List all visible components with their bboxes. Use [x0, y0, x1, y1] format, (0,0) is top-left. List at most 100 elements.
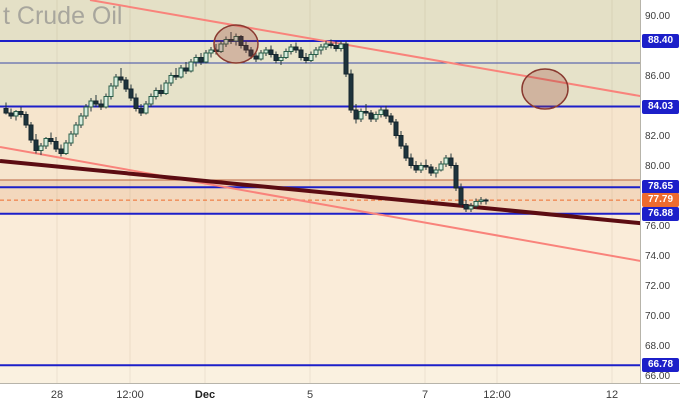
candle-body	[243, 45, 249, 51]
price-axis-label: 74.00	[645, 251, 671, 262]
ellipse-drawing[interactable]	[521, 68, 569, 110]
candle-body	[88, 100, 94, 108]
candle-body	[288, 46, 294, 52]
candle-body	[8, 112, 14, 117]
candle-body	[128, 88, 134, 99]
candle-body	[473, 201, 479, 207]
time-axis-label: 7	[421, 389, 429, 401]
symbol-watermark: t Crude Oil	[3, 2, 122, 30]
candle-body	[373, 114, 379, 120]
candle-body	[378, 109, 384, 115]
candle-body	[438, 163, 444, 171]
trendline-drawing[interactable]	[89, 0, 640, 103]
trendline-drawing[interactable]	[0, 146, 640, 268]
chart-pane[interactable]: t Crude Oil	[0, 0, 640, 383]
candle-body	[358, 111, 364, 120]
candle-body	[448, 157, 454, 166]
price-axis-label: 68.00	[645, 341, 671, 352]
candle-body	[118, 76, 124, 81]
candle-body	[273, 54, 279, 61]
price-axis-label: 82.00	[645, 131, 671, 142]
time-axis[interactable]: 28 12:00 Dec 5 7 12:00 12	[0, 383, 680, 406]
time-axis-label: 12:00	[483, 389, 511, 401]
candle-body	[458, 187, 464, 205]
candle-body	[103, 96, 109, 108]
candle-body	[13, 111, 19, 117]
candle-body	[253, 55, 259, 60]
time-axis-label: 28	[50, 389, 64, 401]
candle-body	[178, 67, 184, 78]
candle-body	[138, 108, 144, 114]
chart-foreground-layer	[0, 0, 640, 367]
candle-body	[308, 54, 314, 61]
candle-body	[268, 49, 274, 55]
candle-body	[38, 145, 44, 151]
background-zone	[0, 180, 640, 187]
candle-body	[483, 199, 489, 202]
candle-body	[418, 165, 424, 171]
candle-body	[258, 52, 264, 60]
candle-body	[478, 199, 484, 202]
candle-body	[53, 141, 59, 150]
candle-body	[343, 43, 349, 75]
candle-body	[278, 57, 284, 61]
candle-body	[433, 169, 439, 174]
candle-body	[453, 165, 459, 189]
candle-body	[443, 157, 449, 165]
price-axis[interactable]: 90.00 86.00 82.00 80.00 76.00 74.00 72.00 70.00…	[640, 0, 680, 383]
candle-body	[323, 43, 329, 48]
candle-body	[18, 111, 24, 115]
background-zone	[0, 106, 640, 180]
candle-body	[423, 165, 429, 168]
price-axis-label: 72.00	[645, 281, 671, 292]
candle-body	[293, 46, 299, 51]
time-axis-label: 5	[306, 389, 314, 401]
candle-body	[353, 109, 359, 120]
price-badge: 84.03	[642, 99, 679, 114]
candle-body	[193, 57, 199, 63]
candle-body	[428, 166, 434, 174]
candle-body	[198, 57, 204, 63]
candle-body	[163, 82, 169, 94]
candle-body	[468, 205, 474, 210]
candle-body	[153, 90, 159, 97]
candle-body	[58, 148, 64, 154]
price-badge: 78.65	[642, 180, 679, 195]
candle-body	[83, 106, 89, 117]
background-zone	[0, 41, 640, 63]
price-axis-label: 90.00	[645, 11, 671, 22]
price-axis-label: 80.00	[645, 161, 671, 172]
candle-body	[188, 61, 194, 72]
price-axis-label: 76.00	[645, 221, 671, 232]
candle-body	[238, 36, 244, 46]
time-axis-label: 12	[605, 389, 619, 401]
candle-body	[368, 112, 374, 120]
ellipse-drawing[interactable]	[213, 24, 259, 64]
candle-body	[338, 43, 344, 49]
candle-body	[313, 49, 319, 55]
candle-body	[173, 75, 179, 78]
price-axis-label: 86.00	[645, 71, 671, 82]
candle-body	[28, 124, 34, 141]
candle-body	[168, 75, 174, 84]
candle-body	[398, 135, 404, 147]
candle-body	[263, 49, 269, 54]
candle-body	[393, 121, 399, 136]
trendline-drawing[interactable]	[0, 159, 640, 227]
candle-body	[68, 133, 74, 144]
candle-body	[3, 108, 9, 114]
candle-body	[183, 67, 189, 72]
candle-body	[403, 145, 409, 159]
price-badge: 76.88	[642, 206, 679, 221]
candle-body	[133, 97, 139, 109]
candle-body	[363, 111, 369, 114]
candle-body	[333, 45, 339, 49]
candle-body	[203, 52, 209, 63]
candle-body	[108, 85, 114, 97]
candle-body	[98, 103, 104, 108]
time-axis-label: 12:00	[116, 389, 144, 401]
candle-body	[208, 49, 214, 54]
candle-body	[73, 124, 79, 135]
price-axis-label: 70.00	[645, 311, 671, 322]
